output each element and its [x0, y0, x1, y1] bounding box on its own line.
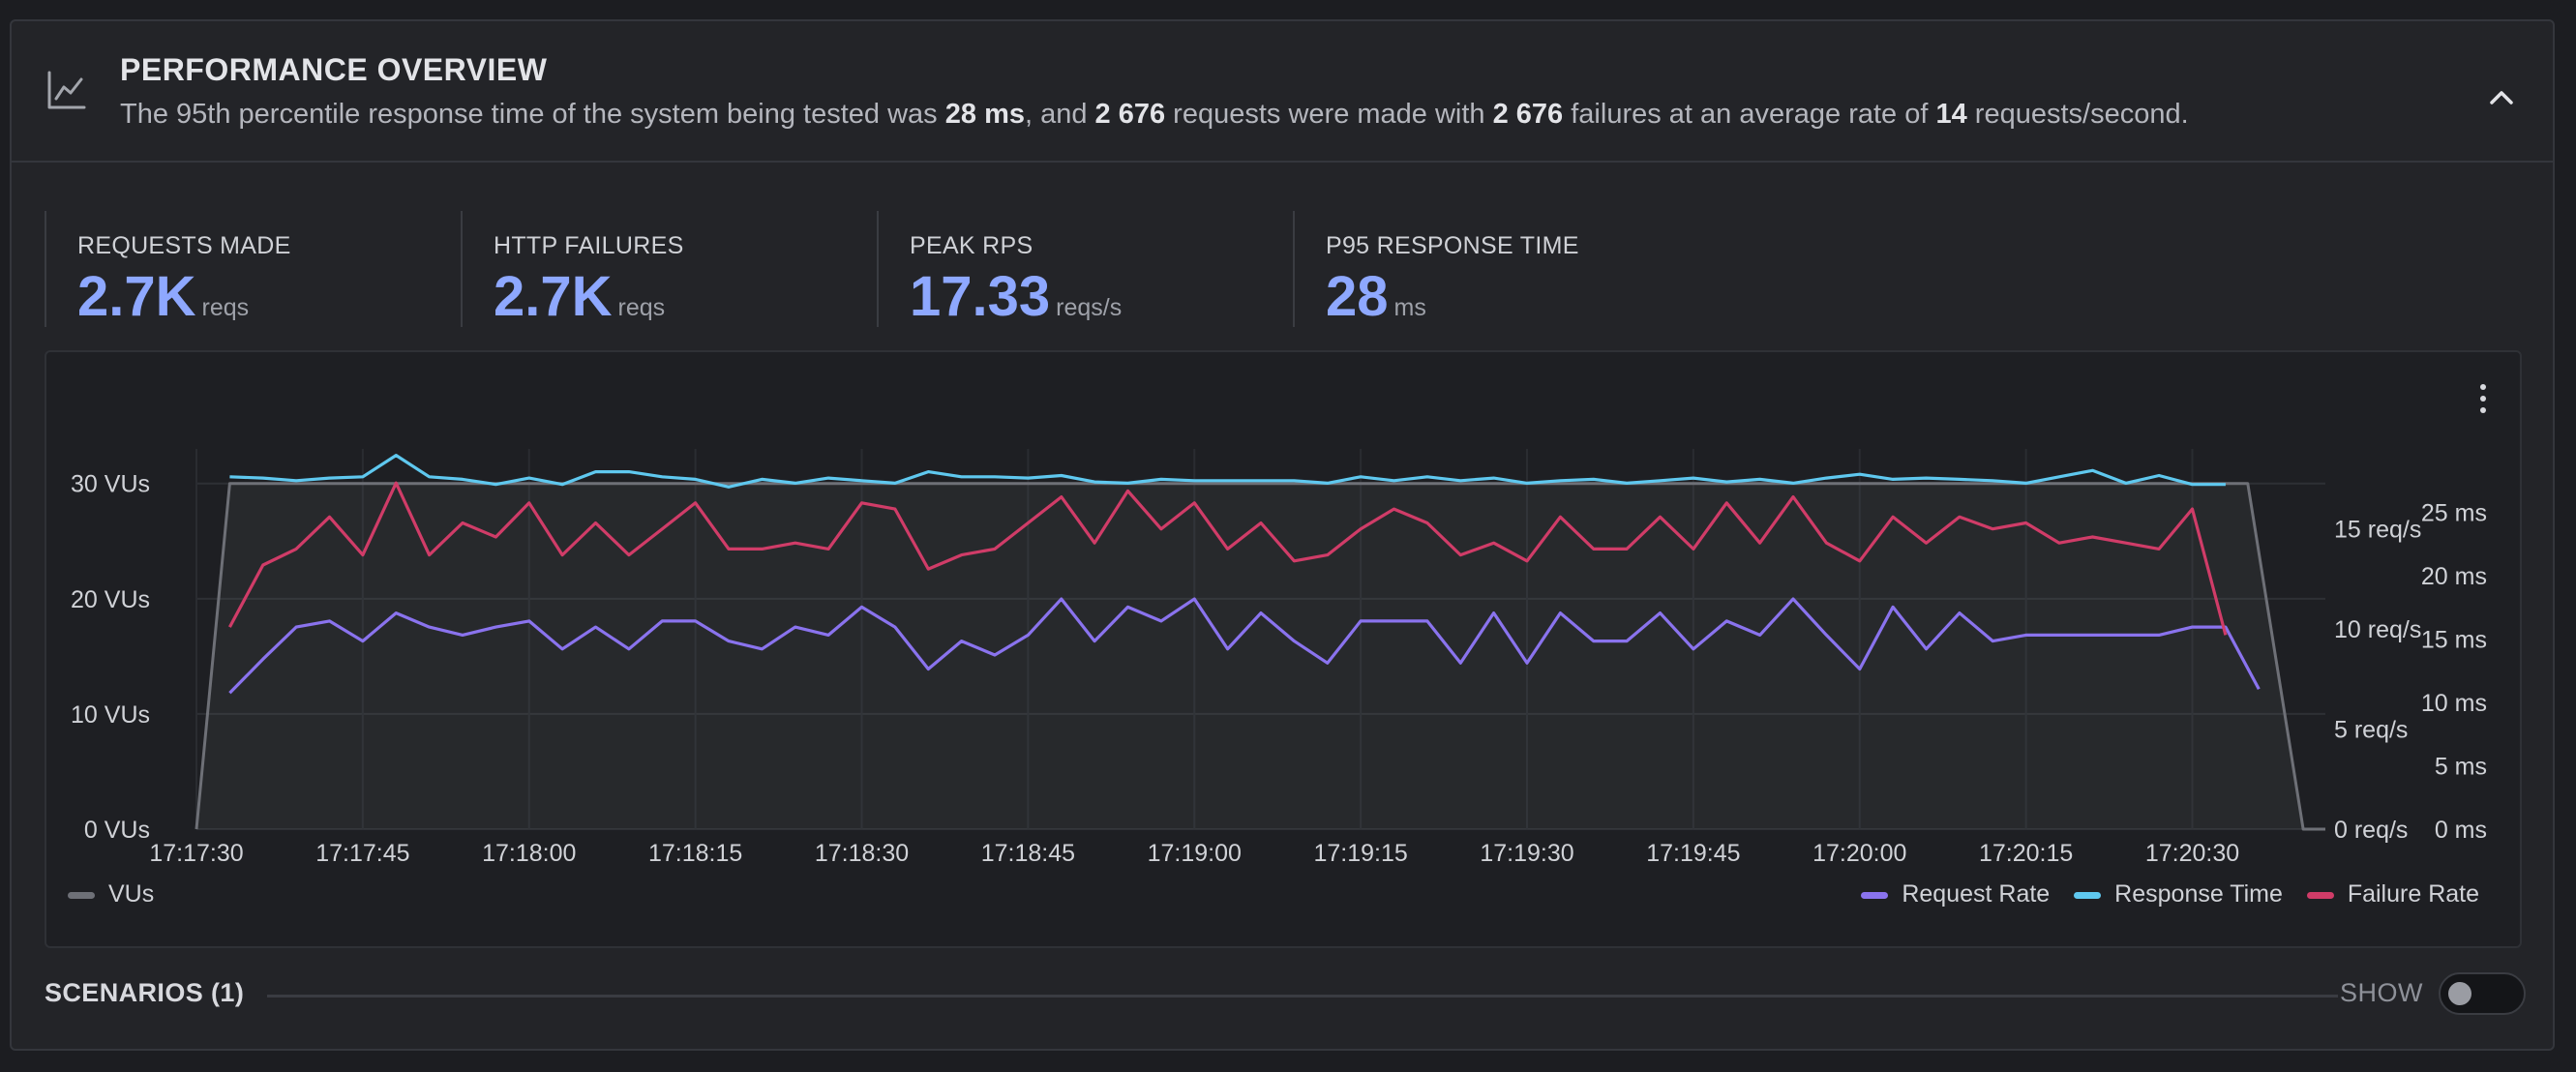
- legend-right: Request Rate Response Time Failure Rate: [1843, 880, 2479, 908]
- y-tick-label-request-rate: 5 req/s: [2334, 717, 2408, 744]
- show-label: SHOW: [2340, 978, 2423, 1007]
- panel-header: PERFORMANCE OVERVIEW The 95th percentile…: [12, 21, 2553, 163]
- stat-http-failures: HTTP FAILURES 2.7K reqs: [461, 211, 867, 328]
- legend-item-request-rate[interactable]: Request Rate: [1861, 880, 2050, 908]
- line-chart-icon: [47, 71, 86, 109]
- divider: [267, 995, 2338, 998]
- panel-summary: The 95th percentile response time of the…: [120, 99, 2189, 130]
- stat-unit: reqs/s: [1056, 294, 1123, 321]
- series-area-vus: [196, 483, 2325, 829]
- x-tick-label: 17:20:00: [1812, 840, 1906, 867]
- panel-title: PERFORMANCE OVERVIEW: [120, 52, 548, 87]
- stat-value: 17.33: [910, 265, 1051, 328]
- scenarios-section: SCENARIOS (1) SHOW: [45, 965, 2526, 1023]
- legend-swatch: [1861, 891, 1889, 899]
- x-tick-label: 17:17:45: [315, 840, 409, 867]
- toggle-knob: [2448, 982, 2471, 1005]
- legend-item-response-time[interactable]: Response Time: [2074, 880, 2283, 908]
- stat-unit: reqs: [201, 294, 250, 321]
- y-tick-label-vus: 0 VUs: [84, 817, 150, 844]
- x-tick-label: 17:19:00: [1148, 840, 1242, 867]
- chart-plot[interactable]: 0 VUs 10 VUs 20 VUs 30 VUs 17:17:30 17:17:45 1…: [46, 352, 2520, 875]
- stat-value: 28: [1326, 265, 1389, 328]
- y-tick-label-request-rate: 15 req/s: [2334, 517, 2421, 544]
- summary-p95: 28 ms: [944, 99, 1025, 130]
- y-tick-label-response-time: 5 ms: [2435, 754, 2487, 781]
- stat-unit: reqs: [617, 294, 666, 321]
- stat-requests-made: REQUESTS MADE 2.7K reqs: [45, 211, 451, 328]
- series-line-failure-rate: [227, 481, 2228, 636]
- series-line-vus: [195, 482, 2325, 831]
- series-line-response-time: [229, 454, 2226, 489]
- y-tick-label-vus: 30 VUs: [71, 471, 150, 498]
- legend-item-vus[interactable]: VUs: [68, 880, 154, 908]
- series-line-request-rate: [228, 597, 2261, 695]
- stat-label: PEAK RPS: [910, 232, 1033, 259]
- x-tick-label: 17:19:45: [1646, 840, 1740, 867]
- y-tick-label-vus: 20 VUs: [71, 586, 150, 613]
- stat-value: 2.7K: [494, 265, 613, 328]
- y-tick-label-response-time: 20 ms: [2421, 563, 2487, 590]
- performance-chart: 0 VUs 10 VUs 20 VUs 30 VUs 17:17:30 17:17:45 1…: [45, 350, 2522, 948]
- x-tick-label: 17:18:15: [648, 840, 742, 867]
- x-tick-label: 17:18:00: [482, 840, 576, 867]
- x-tick-label: 17:20:15: [1979, 840, 2073, 867]
- y-tick-label-request-rate: 10 req/s: [2334, 616, 2421, 643]
- y-tick-label-response-time: 0 ms: [2435, 817, 2487, 844]
- chevron-up-icon[interactable]: [2485, 81, 2518, 114]
- legend-swatch: [2074, 891, 2102, 899]
- stats-row: REQUESTS MADE 2.7K reqs HTTP FAILURES 2.7…: [12, 211, 1753, 328]
- x-tick-label: 17:19:30: [1480, 840, 1573, 867]
- summary-requests: 2 676: [1094, 99, 1166, 130]
- legend-swatch: [68, 891, 95, 899]
- stat-label: REQUESTS MADE: [77, 232, 291, 259]
- stat-label: HTTP FAILURES: [494, 232, 684, 259]
- stat-value: 2.7K: [77, 265, 196, 328]
- show-scenarios-toggle[interactable]: [2439, 972, 2526, 1015]
- x-tick-label: 17:18:45: [981, 840, 1075, 867]
- x-tick-label: 17:19:15: [1313, 840, 1407, 867]
- y-tick-label-vus: 10 VUs: [71, 701, 150, 729]
- legend-item-failure-rate[interactable]: Failure Rate: [2306, 880, 2479, 908]
- performance-overview-panel: PERFORMANCE OVERVIEW The 95th percentile…: [10, 19, 2555, 1051]
- stat-peak-rps: PEAK RPS 17.33 reqs/s: [877, 211, 1283, 328]
- legend-swatch: [2306, 891, 2334, 899]
- more-options-icon[interactable]: [2473, 377, 2493, 420]
- stat-unit: ms: [1393, 294, 1426, 321]
- y-tick-label-response-time: 15 ms: [2421, 627, 2487, 654]
- summary-rate: 14: [1935, 99, 1967, 130]
- stat-p95-response-time: P95 RESPONSE TIME 28 ms: [1293, 211, 1699, 328]
- x-tick-label: 17:18:30: [815, 840, 909, 867]
- x-tick-label: 17:17:30: [149, 840, 243, 867]
- y-tick-label-response-time: 25 ms: [2421, 500, 2487, 527]
- legend-left: VUs: [68, 880, 154, 908]
- x-tick-label: 17:20:30: [2145, 840, 2239, 867]
- y-tick-label-response-time: 10 ms: [2421, 690, 2487, 717]
- y-tick-label-request-rate: 0 req/s: [2334, 817, 2408, 844]
- stat-label: P95 RESPONSE TIME: [1326, 232, 1579, 259]
- summary-failures: 2 676: [1492, 99, 1564, 130]
- scenarios-title[interactable]: SCENARIOS (1): [45, 978, 245, 1007]
